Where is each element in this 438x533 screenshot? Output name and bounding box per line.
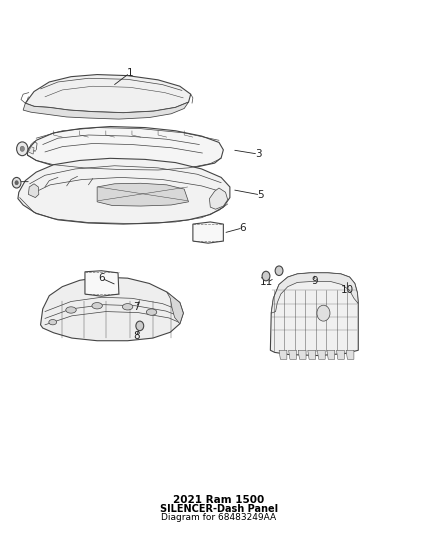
Polygon shape bbox=[97, 183, 188, 206]
Text: 8: 8 bbox=[133, 332, 140, 342]
Polygon shape bbox=[271, 273, 358, 313]
Polygon shape bbox=[327, 350, 335, 359]
Polygon shape bbox=[25, 75, 191, 113]
Text: 10: 10 bbox=[341, 285, 354, 295]
Text: 5: 5 bbox=[257, 190, 264, 200]
Ellipse shape bbox=[66, 307, 76, 313]
Polygon shape bbox=[279, 350, 287, 359]
Ellipse shape bbox=[122, 304, 133, 310]
Circle shape bbox=[17, 142, 28, 156]
Polygon shape bbox=[18, 158, 230, 224]
Circle shape bbox=[317, 305, 330, 321]
Polygon shape bbox=[41, 277, 184, 341]
Polygon shape bbox=[193, 222, 223, 243]
Polygon shape bbox=[209, 188, 228, 209]
Text: 2021 Ram 1500: 2021 Ram 1500 bbox=[173, 495, 265, 505]
Polygon shape bbox=[318, 350, 325, 359]
Polygon shape bbox=[298, 350, 306, 359]
Polygon shape bbox=[289, 350, 297, 359]
Text: 7: 7 bbox=[133, 302, 140, 312]
Polygon shape bbox=[23, 102, 188, 119]
Ellipse shape bbox=[49, 319, 57, 325]
Text: 6: 6 bbox=[240, 223, 246, 233]
Circle shape bbox=[20, 146, 25, 151]
Circle shape bbox=[262, 271, 270, 281]
Text: SILENCER-Dash Panel: SILENCER-Dash Panel bbox=[160, 504, 278, 514]
Text: 11: 11 bbox=[260, 277, 273, 287]
Polygon shape bbox=[28, 184, 39, 198]
Polygon shape bbox=[346, 350, 354, 359]
Polygon shape bbox=[167, 292, 184, 324]
Polygon shape bbox=[85, 271, 119, 296]
Text: 6: 6 bbox=[98, 273, 105, 283]
Text: 3: 3 bbox=[255, 149, 261, 159]
Text: 4: 4 bbox=[12, 176, 19, 187]
Polygon shape bbox=[28, 126, 223, 171]
Circle shape bbox=[275, 266, 283, 276]
Polygon shape bbox=[308, 350, 316, 359]
Text: 2: 2 bbox=[19, 146, 25, 156]
Polygon shape bbox=[270, 273, 358, 356]
Text: 9: 9 bbox=[311, 276, 318, 286]
Ellipse shape bbox=[92, 303, 102, 309]
Polygon shape bbox=[28, 147, 34, 154]
Text: 1: 1 bbox=[127, 68, 133, 78]
Circle shape bbox=[15, 181, 18, 185]
Circle shape bbox=[136, 321, 144, 330]
Ellipse shape bbox=[146, 309, 157, 316]
Circle shape bbox=[12, 177, 21, 188]
Polygon shape bbox=[336, 350, 344, 359]
Text: Diagram for 68483249AA: Diagram for 68483249AA bbox=[162, 513, 276, 522]
